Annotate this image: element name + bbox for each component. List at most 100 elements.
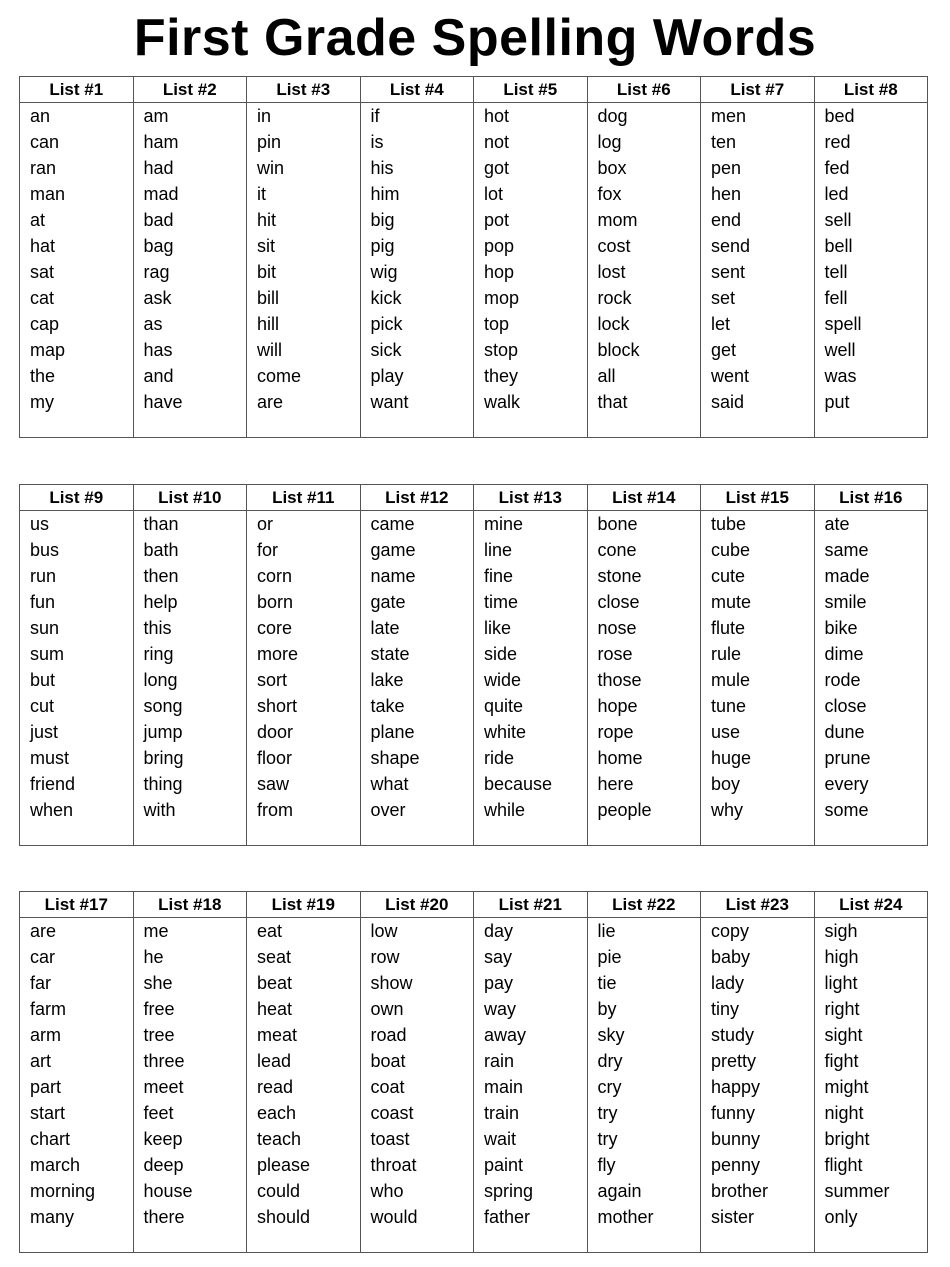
list-item: bright <box>824 1129 870 1149</box>
list-item: fox <box>597 184 622 204</box>
list-item: say <box>484 947 513 967</box>
list-item: jump <box>143 722 183 742</box>
list-item: train <box>484 1103 520 1123</box>
list-item: pin <box>257 132 282 152</box>
list-item: should <box>257 1207 311 1227</box>
spelling-table: List #1 List #2 List #3 List #4 List #5 List … <box>19 76 928 438</box>
list-item: it <box>257 184 266 204</box>
list-item: use <box>711 722 741 742</box>
list-item: why <box>711 800 744 820</box>
list-item: flight <box>824 1155 863 1175</box>
list-item: from <box>257 800 293 820</box>
list-item: hen <box>711 184 742 204</box>
list-item: bone <box>597 514 638 534</box>
list-item: pretty <box>711 1051 757 1071</box>
word-list: men ten pen hen end send sent set let get went said <box>700 102 815 438</box>
list-item: funny <box>711 1103 756 1123</box>
list-item: close <box>824 696 867 716</box>
list-item: if <box>370 106 380 126</box>
list-item: dime <box>824 644 864 664</box>
list-item: three <box>143 1051 185 1071</box>
list-item: many <box>30 1207 75 1227</box>
word-list: or for corn born core more sort short door floor s… <box>246 510 361 846</box>
list-item: side <box>484 644 518 664</box>
list-header: List #11 <box>246 484 361 511</box>
list-item: or <box>257 514 274 534</box>
list-header: List #4 <box>359 76 474 103</box>
list-item: while <box>484 800 526 820</box>
list-item: corn <box>257 566 293 586</box>
list-item: sight <box>824 1025 863 1045</box>
list-item: here <box>597 774 634 794</box>
list-header: List #1 <box>19 76 134 103</box>
list-item: only <box>824 1207 858 1227</box>
list-item: penny <box>711 1155 761 1175</box>
list-item: sell <box>824 210 852 230</box>
list-header: List #6 <box>586 76 701 103</box>
list-item: can <box>30 132 60 152</box>
list-item: block <box>597 340 640 360</box>
list-item: summer <box>824 1181 890 1201</box>
list-item: happy <box>711 1077 761 1097</box>
spelling-table: List #9 List #10 List #11 List #12 List #13 L… <box>19 484 928 846</box>
list-header: List #19 <box>246 891 361 918</box>
list-item: song <box>143 696 183 716</box>
list-item: log <box>597 132 622 152</box>
list-item: ride <box>484 748 515 768</box>
list-item: hot <box>484 106 510 126</box>
list-item: send <box>711 236 751 256</box>
list-item: free <box>143 999 175 1019</box>
list-item: spell <box>824 314 862 334</box>
list-item: but <box>30 670 56 690</box>
list-item: read <box>257 1077 294 1097</box>
list-item: long <box>143 670 178 690</box>
list-item: my <box>30 392 54 412</box>
list-item: paint <box>484 1155 524 1175</box>
list-item: he <box>143 947 164 967</box>
list-item: with <box>143 800 176 820</box>
words-row: are car far farm arm art part start chart march mo… <box>19 917 928 1253</box>
list-item: pop <box>484 236 515 256</box>
list-item: boat <box>370 1051 406 1071</box>
list-item: ask <box>143 288 172 308</box>
list-item: fly <box>597 1155 616 1175</box>
list-item: born <box>257 592 294 612</box>
list-item: mop <box>484 288 520 308</box>
list-item: bell <box>824 236 853 256</box>
list-header: List #8 <box>813 76 928 103</box>
list-item: said <box>711 392 745 412</box>
word-list: us bus run fun sun sum but cut just must friend whe… <box>19 510 134 846</box>
list-item: lead <box>257 1051 292 1071</box>
list-item: hill <box>257 314 280 334</box>
list-item: this <box>143 618 172 638</box>
list-item: made <box>824 566 870 586</box>
list-item: meat <box>257 1025 298 1045</box>
list-item: stone <box>597 566 642 586</box>
words-row: an can ran man at hat sat cat cap map the my am ham ha… <box>19 102 928 438</box>
list-item: man <box>30 184 66 204</box>
list-item: help <box>143 592 178 612</box>
word-list: are car far farm arm art part start chart march mo… <box>19 917 134 1253</box>
list-header: List #22 <box>586 891 701 918</box>
word-list: sigh high light right sight fight might night br… <box>813 917 928 1253</box>
list-item: night <box>824 1103 864 1123</box>
list-item: cap <box>30 314 60 334</box>
list-header: List #3 <box>246 76 361 103</box>
list-item: light <box>824 973 858 993</box>
list-item: mother <box>597 1207 654 1227</box>
list-item: chart <box>30 1129 71 1149</box>
word-list: me he she free tree three meet feet keep deep hous… <box>132 917 247 1253</box>
list-item: at <box>30 210 46 230</box>
list-item: end <box>711 210 742 230</box>
list-item: tube <box>711 514 747 534</box>
list-item: way <box>484 999 517 1019</box>
list-item: line <box>484 540 513 560</box>
list-item: some <box>824 800 869 820</box>
list-item: plane <box>370 722 415 742</box>
list-item: in <box>257 106 272 126</box>
list-item: bill <box>257 288 280 308</box>
word-list: than bath then help this ring long song jump brin… <box>132 510 247 846</box>
list-item: rag <box>143 262 170 282</box>
list-item: study <box>711 1025 755 1045</box>
list-item: tree <box>143 1025 175 1045</box>
